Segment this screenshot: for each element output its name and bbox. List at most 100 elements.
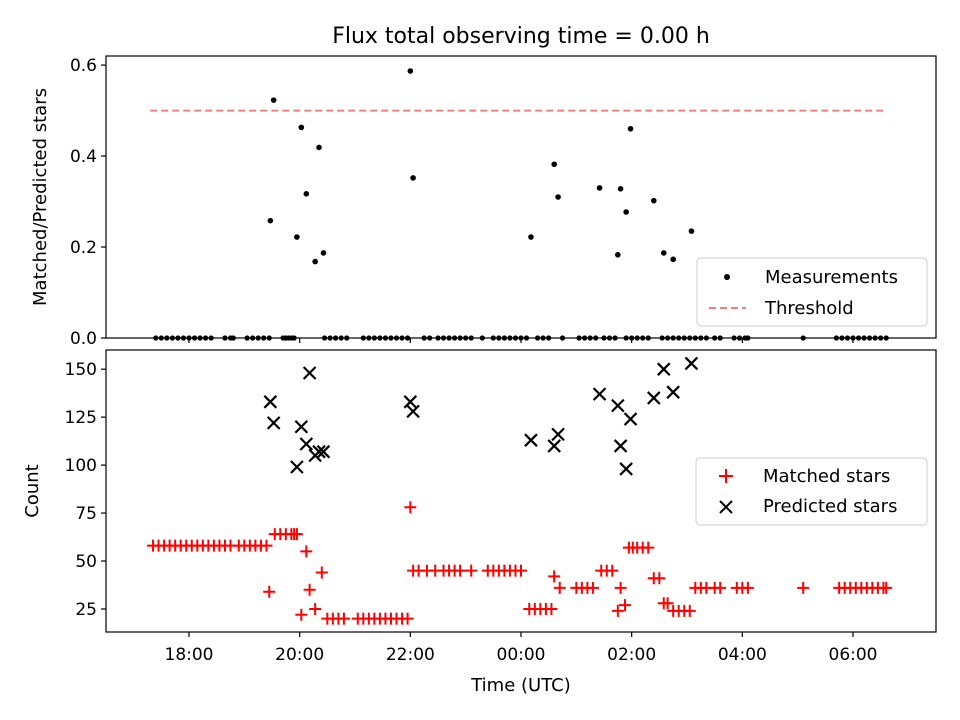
matched-star-marker — [260, 539, 273, 552]
predicted-star-marker — [403, 395, 418, 409]
predicted-star-marker — [684, 356, 699, 371]
predicted-star-marker — [316, 444, 331, 459]
predicted-star-marker — [551, 427, 565, 442]
x-tick-label: 20:00 — [275, 645, 324, 665]
top-y-tick-label: 0.4 — [70, 147, 97, 167]
chart-title: Flux total observing time = 0.00 h — [332, 24, 710, 49]
matched-star-marker — [545, 602, 558, 615]
bottom-y-tick-label: 50 — [75, 552, 97, 572]
x-tick-label: 18:00 — [165, 645, 214, 665]
bottom-legend-box — [695, 457, 928, 526]
top-y-ticks: 0.0 0.2 0.4 0.6 — [70, 56, 106, 349]
matched-star-marker — [337, 612, 350, 625]
predicted-star-marker — [547, 439, 561, 453]
matched-star-marker — [515, 564, 527, 577]
measurement-point — [320, 250, 327, 256]
bottom-y-tick-label: 75 — [75, 504, 97, 524]
predicted-star-marker — [666, 385, 680, 399]
measurement-point — [627, 125, 634, 132]
matched-star-marker — [315, 566, 328, 579]
measurement-point — [688, 228, 695, 234]
predicted-star-marker — [406, 404, 420, 419]
measurement-point — [407, 68, 414, 74]
measurement-point — [270, 97, 277, 103]
matched-star-marker — [606, 564, 619, 577]
matched-star-marker — [880, 581, 893, 594]
x-tick-label: 22:00 — [386, 645, 435, 665]
matched-star-marker — [714, 581, 727, 594]
x-tick-label: 00:00 — [497, 645, 546, 665]
legend-threshold-label: Threshold — [764, 298, 854, 319]
matched-star-marker — [611, 604, 624, 617]
matched-star-marker — [586, 581, 599, 594]
matched-star-marker — [454, 564, 467, 577]
measurement-point — [551, 161, 557, 168]
measurement-point — [298, 124, 305, 131]
bottom-axes-frame — [105, 349, 937, 633]
measurement-point — [312, 258, 318, 265]
legend-measurements-label: Measurements — [765, 267, 898, 288]
matched-star-marker — [642, 541, 655, 554]
predicted-star-marker — [611, 398, 625, 413]
legend-predicted-marker — [719, 500, 733, 514]
legend-predicted-label: Predicted stars — [763, 496, 897, 517]
top-y-tick-label: 0.2 — [70, 238, 97, 258]
measurement-point — [660, 250, 667, 256]
bottom-y-ticks: 25 50 75 100 125 150 — [65, 360, 106, 620]
matched-star-marker — [300, 545, 313, 558]
bottom-legend: Matched stars Predicted stars — [695, 457, 928, 526]
bottom-y-tick-label: 125 — [65, 408, 97, 428]
matched-star-marker — [553, 581, 566, 594]
top-y-axis-label: Matched/Predicted stars — [30, 88, 51, 306]
bottom-x-ticks: 18:00 20:00 22:00 00:00 02:00 04:00 06:00 — [165, 632, 878, 665]
matched-star-marker — [290, 528, 303, 541]
matched-star-marker — [548, 570, 561, 583]
measurement-point — [267, 217, 274, 224]
legend-matched-marker — [719, 469, 733, 483]
matched-star-marker — [741, 581, 754, 594]
measurement-point — [670, 256, 676, 263]
x-axis-label: Time (UTC) — [470, 675, 571, 696]
bottom-axes: 25 50 75 100 125 150 18:00 20:00 22:00 00:00 02:0… — [22, 349, 937, 696]
legend-measurements-marker — [724, 274, 730, 280]
measurement-point — [528, 234, 534, 240]
predicted-star-marker — [647, 391, 661, 405]
measurement-point — [651, 197, 657, 204]
measurement-point — [555, 194, 561, 200]
top-y-tick-label: 0.0 — [70, 329, 97, 349]
x-tick-label: 02:00 — [607, 645, 656, 665]
top-x-ticks — [188, 338, 854, 343]
matched-star-marker — [465, 564, 478, 577]
predicted-star-marker — [266, 416, 281, 430]
matched-star-marker — [309, 602, 322, 615]
predicted-star-marker — [302, 366, 317, 380]
measurement-point — [617, 186, 624, 192]
bottom-y-tick-label: 25 — [75, 600, 97, 620]
top-legend: Measurements Threshold — [696, 257, 928, 327]
bottom-y-axis-label: Count — [22, 464, 43, 517]
matched-star-marker — [653, 572, 666, 585]
top-y-tick-label: 0.6 — [70, 56, 97, 76]
predicted-star-marker — [619, 462, 633, 476]
predicted-star-marker — [294, 419, 309, 434]
matched-star-marker — [303, 583, 316, 596]
measurement-point — [303, 191, 310, 197]
top-axes-frame — [105, 55, 937, 339]
predicted-star-marker — [656, 362, 671, 376]
matched-star-marker — [295, 608, 308, 621]
bottom-plot-marks — [147, 356, 893, 625]
measurement-point — [316, 144, 322, 151]
matched-star-marker — [614, 581, 627, 594]
matched-star-marker — [401, 612, 414, 625]
bottom-y-tick-label: 100 — [65, 456, 97, 476]
predicted-star-marker — [312, 444, 326, 459]
x-tick-label: 04:00 — [718, 645, 767, 665]
measurement-point — [615, 251, 621, 258]
matched-star-marker — [404, 501, 417, 514]
measurement-point — [596, 185, 603, 191]
predicted-star-marker — [299, 437, 314, 451]
matched-star-marker — [661, 597, 674, 610]
predicted-star-marker — [592, 387, 607, 401]
legend-matched-label: Matched stars — [763, 466, 890, 487]
